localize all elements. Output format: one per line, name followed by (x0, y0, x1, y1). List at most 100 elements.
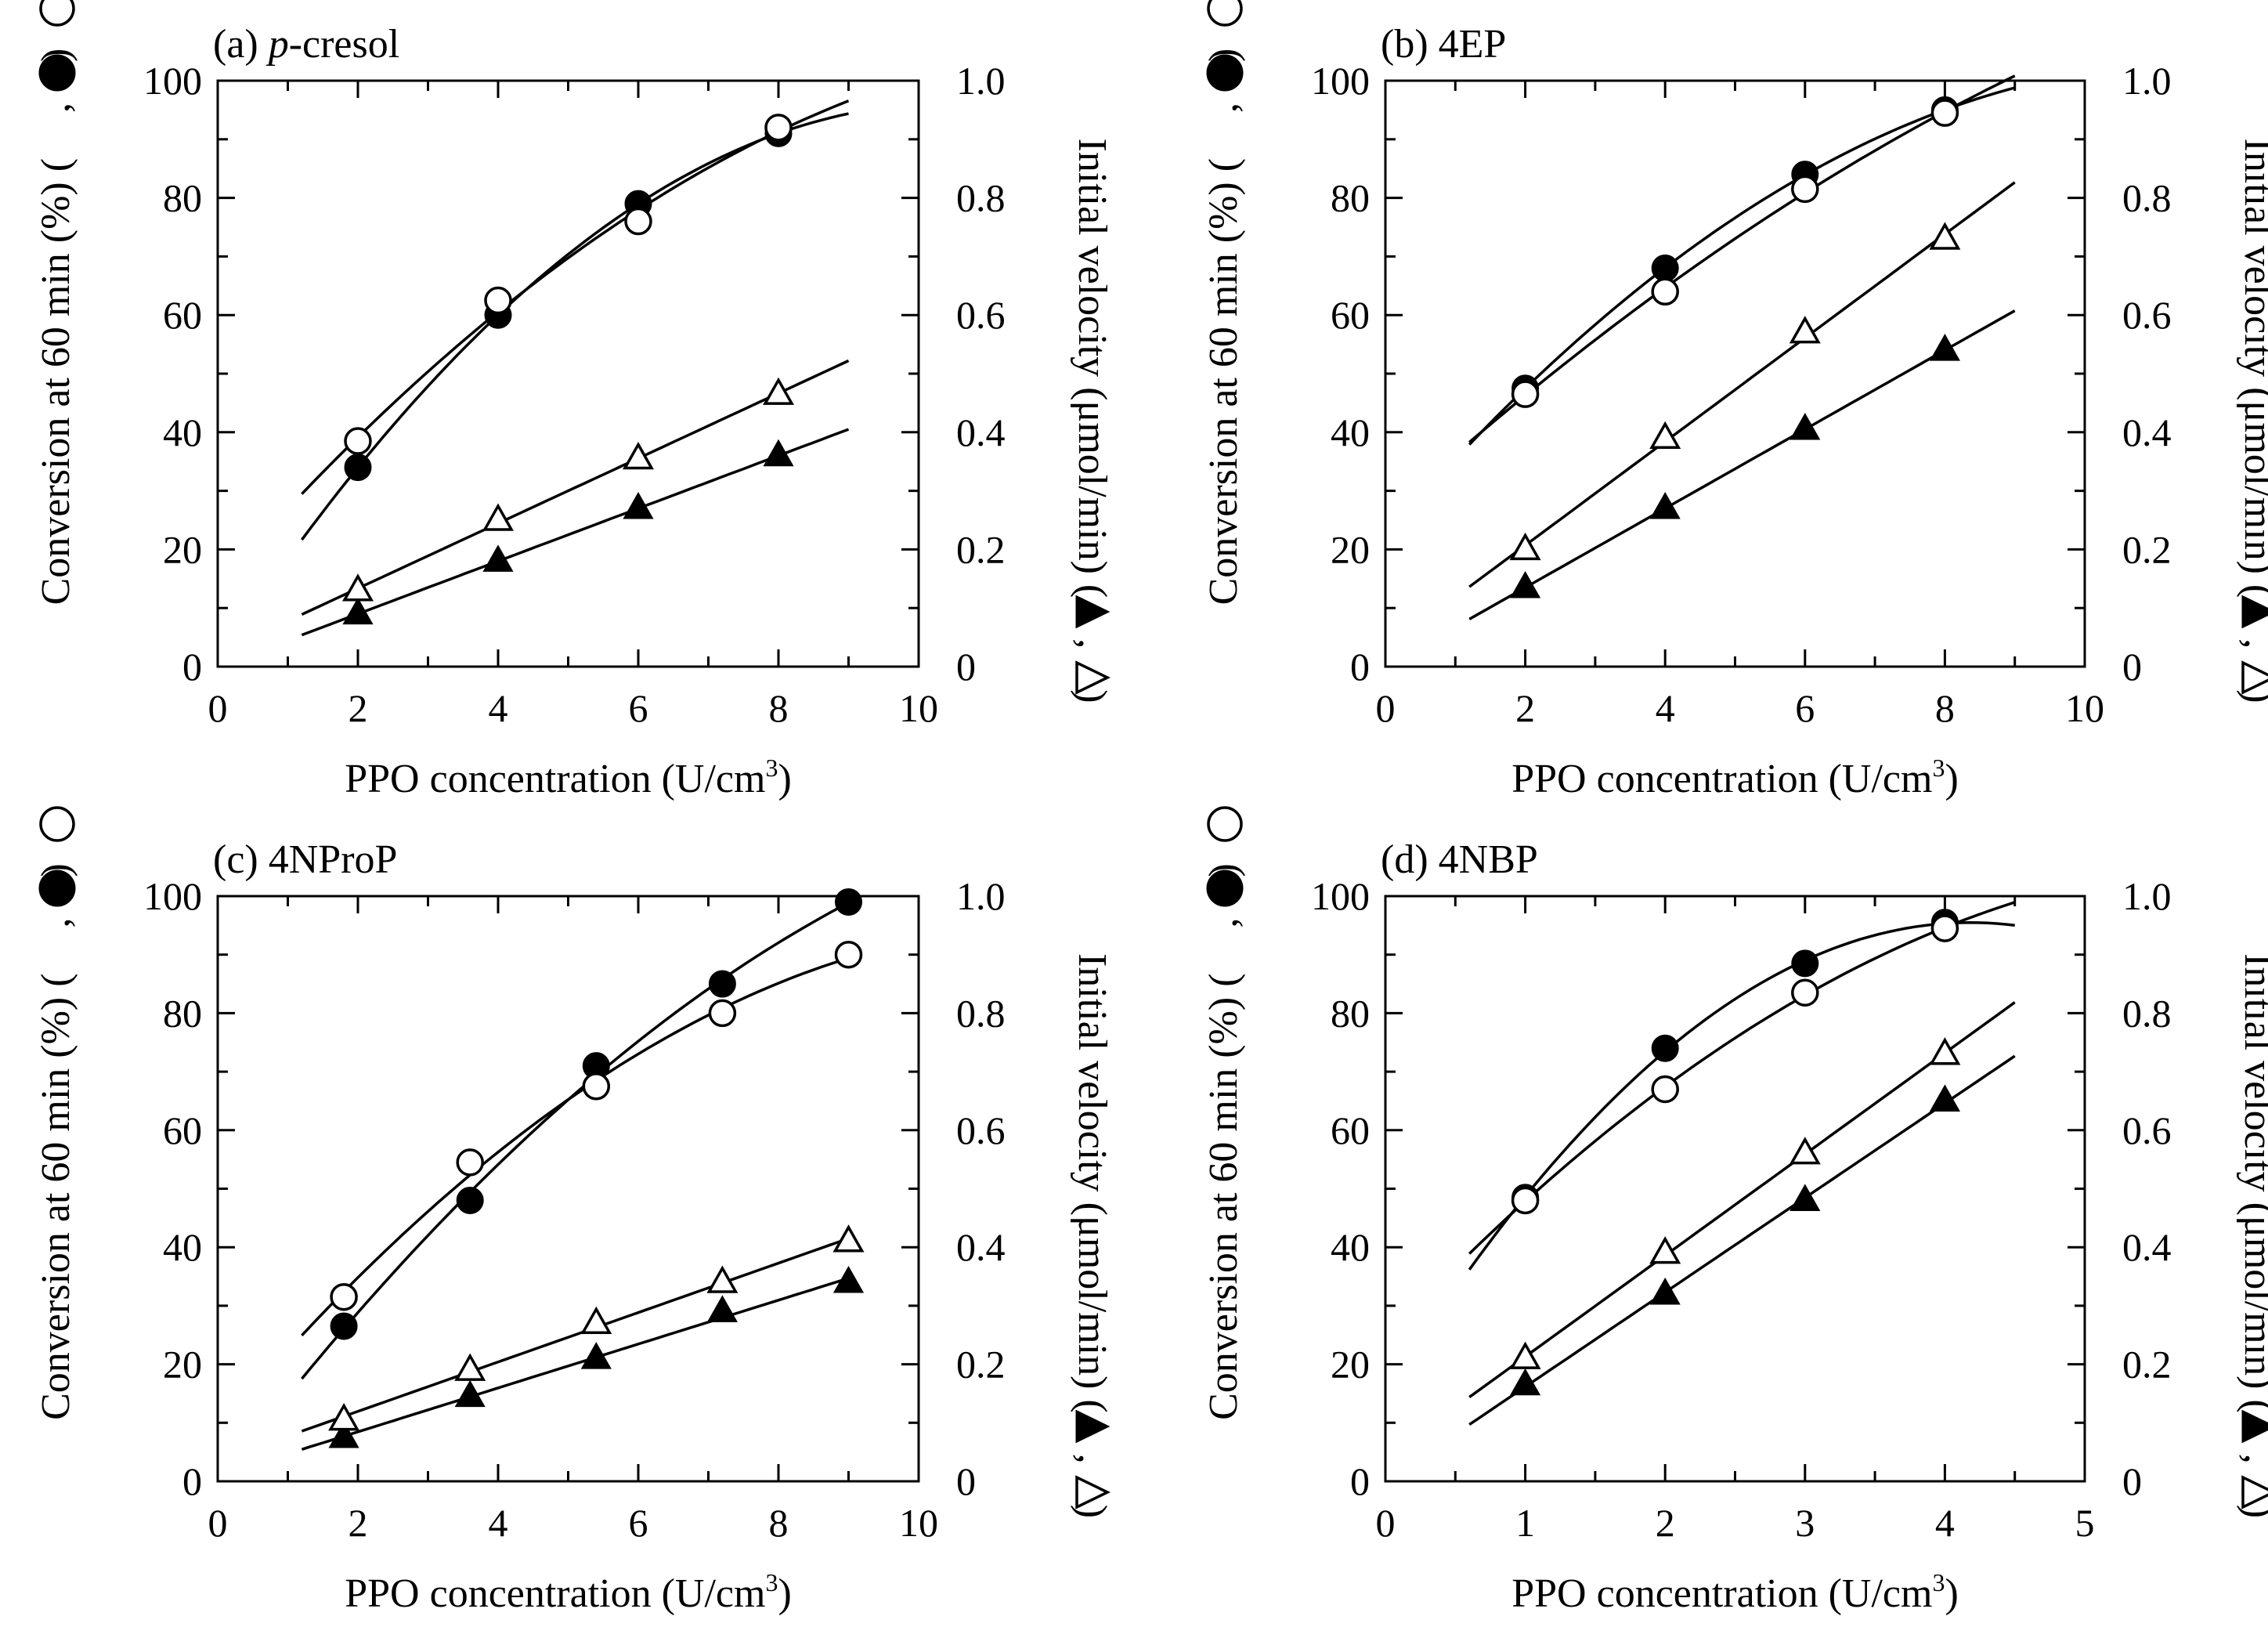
point-velocity_filled (1789, 1184, 1821, 1211)
y-tick-label-left: 60 (163, 293, 202, 337)
y-title-filled-circle-icon (1206, 54, 1244, 92)
panel-title: (b) 4EP (1381, 22, 1506, 67)
y-axis-title-right-text: Initial velocity (μmol/min) ( (2236, 138, 2268, 598)
y-title-open-triangle-icon (1075, 1475, 1111, 1509)
x-axis-title-text: PPO concentration (U/cm (1511, 1571, 1932, 1616)
x-axis-title-text: PPO concentration (U/cm (1511, 757, 1932, 801)
y-tick-label-right: 0 (2122, 1459, 2142, 1503)
point-conversion_open (1511, 380, 1540, 408)
y-tick-label-right: 0.2 (956, 1343, 1006, 1386)
y-axis-title-left-text: Conversion at 60 min (%) ( (1201, 158, 1246, 605)
x-axis-title-close: ) (1945, 757, 1958, 801)
point-velocity_filled (1510, 1368, 1541, 1396)
point-velocity_open (1929, 222, 1961, 250)
y-axis-title-left-filled-circle-slot (34, 927, 78, 968)
y-title-filled-circle-icon (38, 54, 76, 92)
x-tick-label: 6 (629, 1501, 648, 1545)
y-tick-label-right: 0.4 (956, 1225, 1006, 1269)
y-axis-title-right-sep: , (2236, 1454, 2268, 1464)
x-axis-title-sup: 3 (1932, 1568, 1945, 1596)
panel-title-italic: p (265, 22, 289, 67)
x-tick-label: 0 (208, 1501, 228, 1545)
point-conversion_open (330, 1282, 358, 1311)
point-velocity_open (454, 1353, 486, 1381)
panel-title-rest: 4NProP (269, 837, 398, 882)
point-velocity_open (832, 1224, 865, 1253)
point-velocity_filled (454, 1379, 486, 1408)
y-axis-title-right-text: Initial velocity (μmol/min) ( (1070, 953, 1114, 1413)
panel-title-prefix: (a) (213, 22, 269, 67)
y-tick-label-left: 80 (1331, 991, 1370, 1035)
point-conversion_open (1791, 175, 1819, 204)
point-conversion_filled (456, 1186, 484, 1214)
y-title-open-triangle-icon (2241, 1475, 2268, 1509)
y-tick-label-left: 100 (1311, 59, 1370, 103)
fit-line-velocity_open (1468, 1001, 2016, 1399)
point-conversion_filled (1791, 949, 1819, 978)
y-axis-title-left-sep: , (34, 103, 78, 113)
x-tick-label: 0 (1376, 686, 1396, 730)
panel-title-rest: 4EP (1439, 22, 1507, 67)
y-axis-title-left-sep: , (1201, 917, 1246, 927)
y-tick-label-left: 60 (1331, 293, 1370, 337)
y-axis-title-left-text: Conversion at 60 min (%) ( (1201, 973, 1246, 1419)
y-axis-title-right-text: Initial velocity (μmol/min) ( (2236, 953, 2268, 1413)
x-axis-title: PPO concentration (U/cm3) (1511, 754, 1959, 801)
x-tick-label: 5 (2075, 1501, 2095, 1545)
point-velocity_open (1509, 532, 1541, 561)
panel-title: (a) p-cresol (213, 22, 399, 67)
y-tick-label-left: 80 (163, 991, 202, 1035)
y-title-open-triangle-icon (1075, 660, 1111, 695)
y-tick-label-left: 100 (143, 59, 202, 103)
panel-title: (d) 4NBP (1381, 837, 1538, 882)
point-velocity_filled (580, 1342, 612, 1369)
y-title-open-triangle-icon (2241, 660, 2268, 695)
panel-title-prefix: (d) (1381, 837, 1439, 882)
x-axis-title-sup: 3 (765, 754, 778, 782)
point-velocity_filled (1649, 491, 1681, 519)
y-tick-label-left: 60 (1331, 1108, 1370, 1152)
x-axis-title-close: ) (778, 1571, 791, 1616)
x-tick-label: 4 (489, 1501, 508, 1545)
y-axis-title-right-sep: , (1070, 638, 1114, 649)
fit-line-conversion_filled (301, 901, 850, 1380)
y-tick-label-left: 0 (182, 645, 202, 689)
x-tick-label: 6 (629, 686, 648, 730)
x-axis-title: PPO concentration (U/cm3) (345, 754, 792, 801)
y-axis-title-left-sep: , (1201, 103, 1246, 113)
panel-title-prefix: (b) (1381, 22, 1439, 67)
y-axis-title-right-close: ) (2236, 1505, 2268, 1518)
y-tick-label-right: 0.4 (2122, 410, 2172, 454)
point-velocity_filled (482, 544, 514, 572)
point-conversion_open (764, 114, 793, 142)
y-tick-label-right: 1.0 (956, 874, 1006, 918)
x-tick-label: 4 (1935, 1501, 1955, 1545)
y-axis-title-left: Conversion at 60 min (%) ( , ) (34, 863, 78, 1420)
x-tick-label: 10 (899, 686, 938, 730)
y-tick-label-right: 0.8 (956, 991, 1006, 1035)
point-velocity_open (341, 573, 374, 602)
point-conversion_open (1930, 914, 1959, 942)
x-tick-label: 2 (1515, 686, 1535, 730)
y-axis-title-left-filled-circle-slot (1201, 927, 1246, 968)
y-axis-title-left-text: Conversion at 60 min (%) ( (34, 158, 78, 605)
point-velocity_open (706, 1265, 739, 1293)
point-conversion_open (1651, 1075, 1679, 1104)
point-velocity_filled (623, 491, 654, 519)
x-axis-title: PPO concentration (U/cm3) (345, 1568, 792, 1616)
y-tick-label-right: 0.6 (2122, 293, 2172, 337)
point-velocity_open (1649, 1236, 1681, 1264)
point-conversion_filled (835, 888, 862, 916)
x-axis-title: PPO concentration (U/cm3) (1511, 1568, 1959, 1616)
y-title-filled-triangle-icon (2241, 1409, 2268, 1444)
y-tick-label-left: 0 (182, 1459, 202, 1503)
fit-line-velocity_filled (1468, 1054, 2016, 1426)
x-axis-title-close: ) (778, 757, 791, 801)
point-velocity_open (1789, 316, 1821, 344)
point-velocity_open (580, 1306, 612, 1335)
point-conversion_open (1651, 277, 1679, 306)
point-conversion_open (344, 427, 372, 455)
